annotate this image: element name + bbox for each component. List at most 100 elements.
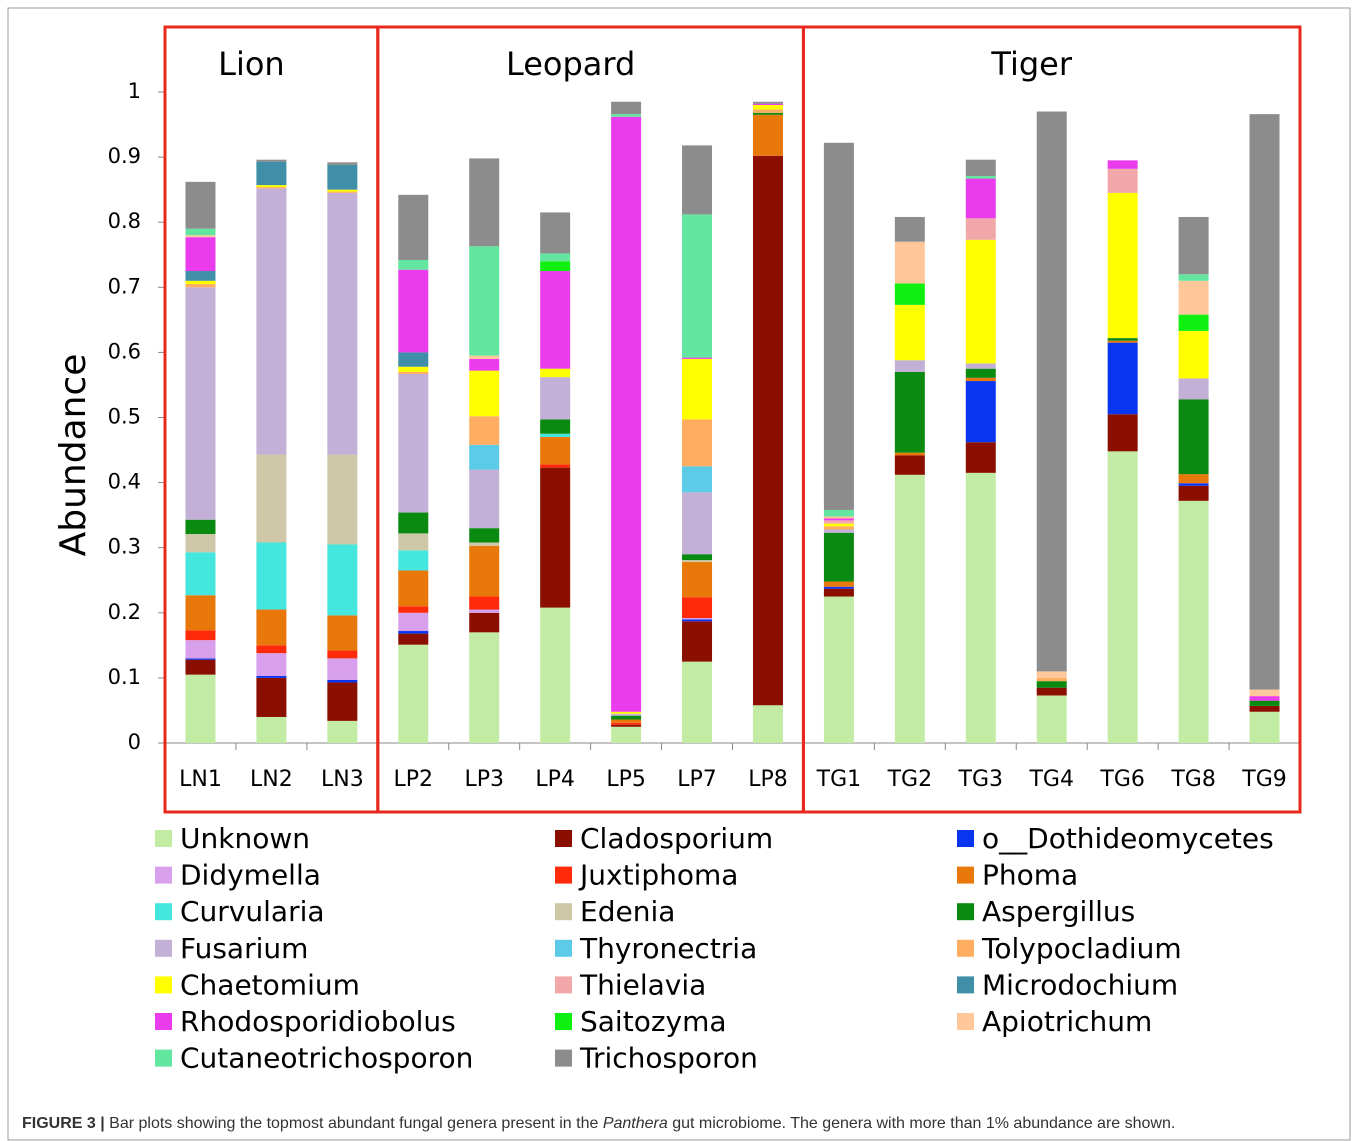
bar-segment bbox=[965, 472, 996, 743]
bar-segment bbox=[185, 228, 216, 236]
bar-segment bbox=[398, 644, 429, 743]
bar-segment bbox=[256, 675, 287, 678]
group-label: Leopard bbox=[506, 45, 635, 83]
legend-label: Didymella bbox=[180, 859, 321, 892]
legend-label: Edenia bbox=[580, 895, 675, 928]
bar-segment bbox=[1178, 399, 1209, 475]
bar-segment bbox=[185, 630, 216, 641]
legend-swatch bbox=[957, 1013, 974, 1030]
y-tick-label: 0.8 bbox=[108, 209, 141, 233]
bar-segment bbox=[894, 452, 925, 456]
bar-segment bbox=[540, 467, 571, 608]
caption: FIGURE 3 | Bar plots showing the topmost… bbox=[22, 1115, 1175, 1132]
legend-swatch bbox=[957, 866, 974, 884]
bar-segment bbox=[1178, 274, 1209, 281]
bar-segment bbox=[469, 596, 500, 610]
bar-segment bbox=[1178, 474, 1209, 484]
bar-segment bbox=[1178, 378, 1209, 400]
bar-segment bbox=[185, 552, 216, 596]
bar-segment bbox=[185, 237, 216, 272]
bar-segment bbox=[682, 562, 713, 598]
bar-segment bbox=[965, 377, 996, 382]
legend-label: Cutaneotrichosporon bbox=[180, 1042, 473, 1075]
bar-segment bbox=[682, 661, 713, 743]
x-tick-label: TG8 bbox=[1170, 767, 1215, 792]
bar-segment bbox=[327, 454, 358, 545]
x-tick-label: LN3 bbox=[321, 767, 364, 792]
bar-segment bbox=[752, 109, 783, 113]
bar-segment bbox=[823, 520, 854, 524]
y-tick-label: 1 bbox=[128, 79, 141, 103]
bar-segment bbox=[823, 509, 854, 517]
bar-segment bbox=[256, 653, 287, 676]
bar-segment bbox=[752, 155, 783, 706]
bar-segment bbox=[185, 271, 216, 281]
bar-segment bbox=[1107, 451, 1138, 743]
bar-segment bbox=[398, 194, 429, 260]
bar-segment bbox=[823, 526, 854, 530]
legend-label: Rhodosporidiobolus bbox=[180, 1005, 456, 1038]
x-tick-label: LP7 bbox=[677, 767, 717, 792]
bar-segment bbox=[894, 371, 925, 453]
bar-segment bbox=[823, 523, 854, 527]
bar-segment bbox=[823, 532, 854, 582]
bar-segment bbox=[894, 216, 925, 242]
bar-segment bbox=[398, 373, 429, 513]
bar-segment bbox=[256, 159, 287, 162]
bar-segment bbox=[1107, 168, 1138, 193]
bar-segment bbox=[823, 596, 854, 743]
bar-segment bbox=[1178, 314, 1209, 331]
x-tick-label: LN2 bbox=[250, 767, 293, 792]
bar-segment bbox=[682, 621, 713, 662]
bar-segment bbox=[256, 609, 287, 646]
bar-segment bbox=[1178, 483, 1209, 486]
bar-segment bbox=[1107, 338, 1138, 341]
bar-segment bbox=[540, 377, 571, 420]
bar-segment bbox=[682, 492, 713, 555]
legend-label: Juxtiphoma bbox=[578, 859, 738, 892]
bar-segment bbox=[823, 529, 854, 533]
legend-label: Chaetomium bbox=[180, 968, 360, 1001]
x-tick-label: LN1 bbox=[179, 767, 222, 792]
bar-segment bbox=[1178, 330, 1209, 379]
bar-segment bbox=[469, 358, 500, 371]
bar-segment bbox=[469, 246, 500, 356]
bar-segment bbox=[823, 516, 854, 519]
y-tick-label: 0.1 bbox=[108, 665, 141, 689]
bar-segment bbox=[1036, 671, 1067, 678]
bar-segment bbox=[256, 188, 287, 455]
bar-segment bbox=[611, 114, 642, 117]
legend-swatch bbox=[957, 976, 974, 994]
legend-swatch bbox=[155, 1013, 172, 1030]
bar-segment bbox=[894, 455, 925, 475]
bar-segment bbox=[611, 722, 642, 725]
bar-segment bbox=[894, 304, 925, 361]
bar-segment bbox=[1249, 114, 1280, 690]
legend-swatch bbox=[555, 976, 572, 994]
bar-segment bbox=[823, 586, 854, 589]
x-tick-label: TG4 bbox=[1028, 767, 1073, 792]
bar-segment bbox=[965, 368, 996, 378]
bar-segment bbox=[965, 363, 996, 369]
bar-segment bbox=[823, 142, 854, 510]
legend-label: Microdochium bbox=[982, 968, 1178, 1001]
bar-segment bbox=[540, 368, 571, 378]
bar-segment bbox=[1249, 711, 1280, 743]
bar-segment bbox=[398, 550, 429, 571]
caption-italic: Panthera bbox=[603, 1115, 668, 1132]
bar-segment bbox=[469, 528, 500, 543]
bar-segment bbox=[682, 466, 713, 493]
legend-swatch bbox=[155, 866, 172, 884]
bar-segment bbox=[469, 612, 500, 633]
bar-segment bbox=[611, 116, 642, 712]
bar-segment bbox=[823, 518, 854, 521]
bar-segment bbox=[1036, 695, 1067, 743]
bar-segment bbox=[682, 358, 713, 420]
legend-label: Phoma bbox=[982, 859, 1078, 892]
figure-frame bbox=[7, 7, 1351, 1141]
bar-segment bbox=[398, 570, 429, 607]
bar-segment bbox=[965, 159, 996, 176]
bar-segment bbox=[540, 253, 571, 262]
legend-label: Unknown bbox=[180, 822, 310, 855]
